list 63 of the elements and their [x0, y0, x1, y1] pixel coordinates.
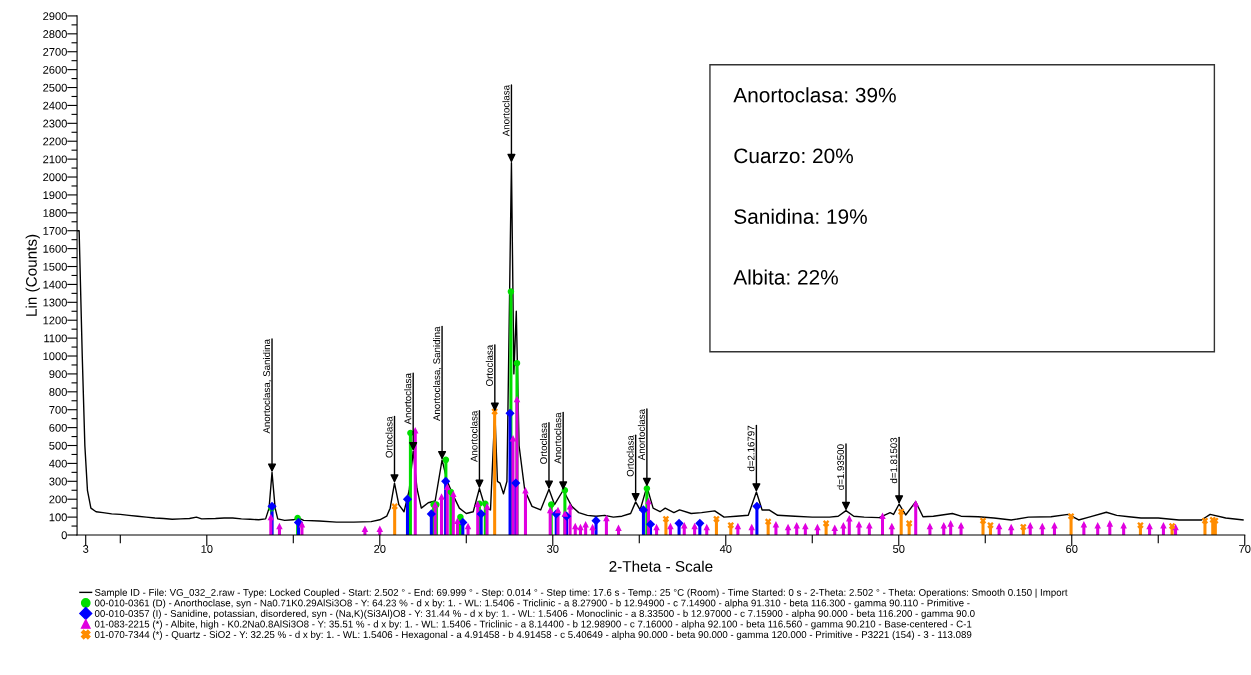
y-tick-label: 1100: [44, 334, 67, 343]
annotation: d=2.16797: [747, 425, 755, 472]
y-tick-label: 2300: [43, 119, 67, 128]
y-tick-label: 1200: [43, 316, 67, 325]
y-tick-label: 500: [49, 441, 67, 450]
annotation: d=1.81503: [890, 437, 898, 484]
x-tick-label: 30: [547, 545, 559, 553]
y-tick-label: 400: [49, 459, 67, 468]
y-tick-label: 2800: [43, 30, 67, 38]
y-tick-label: 2100: [43, 155, 67, 164]
y-tick-label: 2700: [43, 48, 67, 56]
legend-label: 00-010-0357 (I) - Sanidine, potassian, disordered, syn - (Na,K)(Si3Al)O8 - Y: 31.44 % - d x by: 1. - WL: 1.5406 - Monoclinic - a 8.33500 - b 12.97000 - c 7.15900 - alpha 90.000 - beta 116.200 - gamma 90.0: [94, 609, 975, 619]
y-tick-label: 0: [61, 531, 67, 540]
y-tick-label: 2900: [43, 12, 67, 21]
legend-label: Sample ID - File: VG_032_2.raw - Type: Locked Coupled - Start: 2.502 ° - End: 69.999 ° - Step: 0.014 ° - Step time: 17.6 s - Temp.: 25 °C (Room) - Time Started: 0 s - 2-Theta: 2.502 ° - Theta: Operations: Smooth 0.150 | Import: [94, 588, 1068, 598]
y-tick-label: 1500: [43, 262, 67, 271]
y-tick-label: 1800: [43, 209, 67, 217]
y-tick-label: 600: [49, 423, 67, 432]
legend-label: 00-010-0361 (D) - Anorthoclase, syn - Na0.71K0.29AlSi3O8 - Y: 64.23 % - d x by: 1. - WL: 1.5406 - Triclinic - a 8.27900 - b 12.94900 - c 7.14900 - alpha 91.310 - beta 116.300 - gamma 90.110 - Primitive -: [94, 599, 970, 609]
x-tick-label: 60: [1066, 545, 1078, 553]
annotation: Anortoclasa, Sanidina: [433, 326, 442, 422]
y-tick-label: 100: [49, 513, 67, 522]
x-tick-label: 50: [893, 545, 905, 553]
y-tick-label: 700: [49, 405, 67, 414]
annotation: Ortoclasa: [385, 416, 393, 458]
annotation: Anortoclasa: 39%: [733, 87, 896, 103]
annotation: d=1.93500: [836, 444, 845, 490]
x-tick-label: 40: [719, 545, 732, 553]
annotation: Anortoclasa: [637, 408, 645, 461]
annotation: Ortoclasa: [539, 422, 548, 464]
y-tick-label: 1000: [43, 352, 67, 361]
annotation: Anortoclasa: [554, 412, 562, 464]
legend-label: 01-083-2215 (*) - Albite, high - K0.2Na0.8AlSi3O8 - Y: 35.51 % - d x by: 1. - WL: 1.5406 - Triclinic - a 8.14400 - b 12.98900 - c 7.16000 - alpha 92.100 - beta 116.560 - gamma 90.210 - Base-centered - C-1: [94, 620, 972, 630]
annotation: Ortoclasa: [626, 435, 634, 477]
y-tick-label: 2000: [43, 173, 67, 182]
y-tick-label: 1600: [43, 244, 67, 253]
legend-label: 01-070-7344 (*) - Quartz - SiO2 - Y: 32.25 % - d x by: 1. - WL: 1.5406 - Hexagonal - a 4.91458 - b 4.91458 - c 5.40649 - alpha 90.000 - beta 90.000 - gamma 120.000 - Primitive - P3221 (154) - 3 - 113.089: [94, 630, 972, 640]
y-tick-label: 2400: [43, 101, 67, 110]
annotation: Anortoclasa, Sanidina: [262, 339, 272, 434]
y-tick-label: 800: [49, 388, 67, 396]
annotation: Anortoclasa: [404, 373, 412, 425]
y-tick-label: 1900: [43, 191, 67, 200]
x-tick-label: 20: [374, 545, 386, 553]
y-tick-label: 2200: [43, 137, 67, 146]
y-tick-label: 2600: [43, 65, 67, 74]
y-tick-label: 2500: [43, 83, 67, 92]
y-tick-label: 900: [49, 370, 67, 379]
annotation: Sanidina: 19%: [734, 208, 867, 224]
y-tick-label: 1700: [43, 226, 67, 235]
annotation: Anortoclasa: [502, 84, 510, 137]
x-tick-label: 10: [201, 545, 213, 553]
annotation: Anortoclasa: [470, 410, 478, 463]
x-tick-label: 70: [1239, 545, 1251, 553]
x-tick-label: 3: [83, 545, 89, 553]
y-tick-label: 300: [49, 477, 67, 486]
annotation: Albita: 22%: [733, 269, 838, 285]
y-axis-title: Lin (Counts): [25, 234, 40, 316]
annotation: Cuarzo: 20%: [734, 148, 853, 164]
y-tick-label: 1400: [43, 280, 67, 289]
y-tick-label: 200: [49, 495, 67, 504]
y-tick-label: 1300: [43, 298, 67, 307]
annotation: Ortoclasa: [485, 344, 493, 386]
x-axis-title: 2-Theta - Scale: [609, 560, 713, 572]
